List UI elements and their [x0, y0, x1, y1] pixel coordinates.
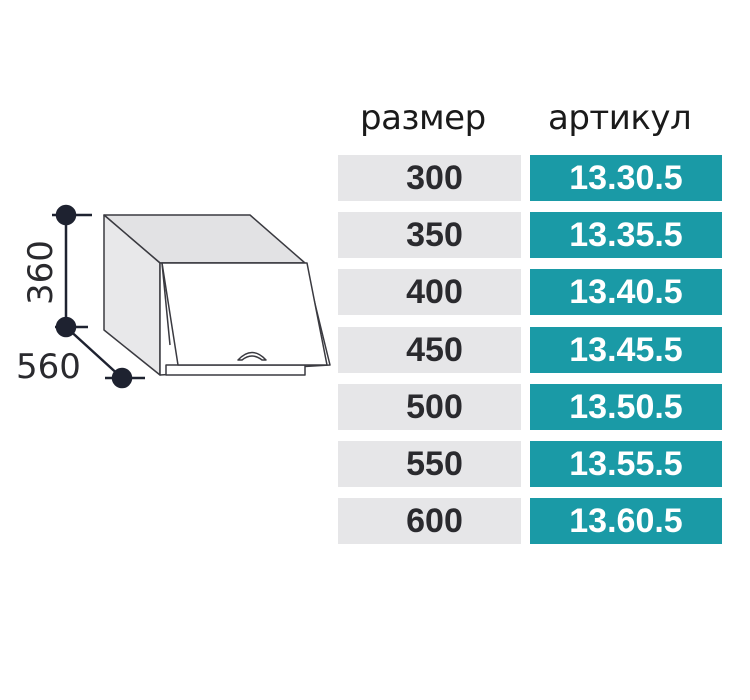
size-cell: 350 [338, 212, 521, 259]
size-cell: 300 [338, 155, 521, 201]
table-row: 600 13.60.5 [338, 498, 722, 545]
article-cell: 13.60.5 [530, 498, 722, 545]
size-cell: 500 [338, 383, 521, 430]
article-cell: 13.30.5 [530, 155, 722, 201]
table-row: 350 13.35.5 [338, 212, 722, 259]
dimension-lines [52, 204, 145, 389]
table-row: 400 13.40.5 [338, 269, 722, 316]
size-cell: 400 [338, 269, 521, 316]
article-header: артикул [548, 98, 692, 138]
table-row: 500 13.50.5 [338, 383, 722, 430]
table-row: 450 13.45.5 [338, 326, 722, 373]
article-cell: 13.50.5 [530, 383, 722, 430]
article-cell: 13.35.5 [530, 212, 722, 259]
article-cell: 13.40.5 [530, 269, 722, 316]
table-row: 300 13.30.5 [338, 155, 722, 201]
height-label: 360 [21, 240, 61, 305]
size-header: размер [360, 98, 486, 138]
cabinet-icon [103, 214, 331, 376]
size-cell: 600 [338, 498, 521, 545]
size-cell: 550 [338, 441, 521, 487]
table-row: 550 13.55.5 [338, 441, 722, 487]
article-cell: 13.45.5 [530, 326, 722, 373]
article-cell: 13.55.5 [530, 441, 722, 487]
depth-label: 560 [16, 347, 81, 387]
size-cell: 450 [338, 326, 521, 373]
